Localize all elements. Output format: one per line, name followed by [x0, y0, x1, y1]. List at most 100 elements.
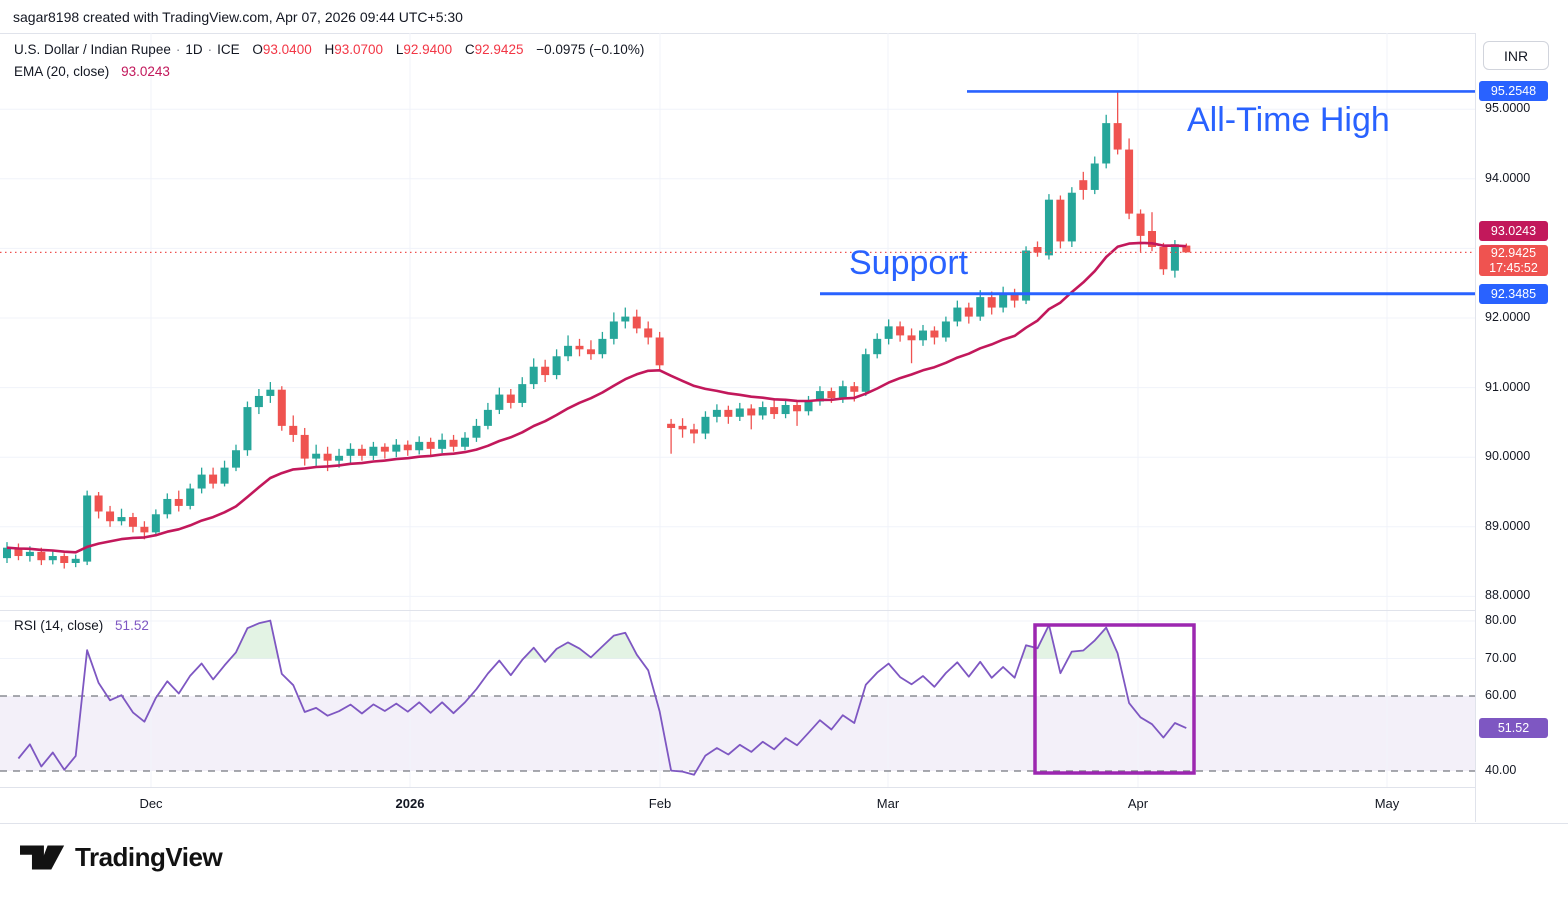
candle[interactable] [346, 448, 355, 456]
candle[interactable] [575, 345, 584, 350]
candlestick-series[interactable] [3, 91, 1191, 569]
symbol-legend[interactable]: U.S. Dollar / Indian Rupee · 1D · ICE O93.04… [14, 42, 644, 57]
candle[interactable] [25, 551, 34, 557]
candle[interactable] [586, 349, 595, 355]
candle[interactable] [1022, 250, 1031, 301]
candle[interactable] [335, 455, 344, 461]
candle[interactable] [71, 558, 80, 563]
candle[interactable] [964, 307, 973, 317]
candle[interactable] [426, 441, 435, 449]
candle[interactable] [850, 386, 859, 392]
rsi-chart[interactable] [0, 611, 1475, 787]
support-annotation-text[interactable]: Support [849, 244, 969, 282]
candle[interactable] [678, 425, 687, 430]
candlestick-chart[interactable] [0, 33, 1475, 610]
candle[interactable] [770, 407, 779, 415]
candle[interactable] [781, 405, 790, 415]
candle[interactable] [1113, 123, 1122, 150]
candle[interactable] [403, 444, 412, 451]
candle[interactable] [1136, 213, 1145, 236]
candle[interactable] [976, 297, 985, 317]
candle[interactable] [804, 401, 813, 412]
currency-button[interactable]: INR [1483, 41, 1549, 70]
candle[interactable] [163, 498, 172, 515]
candle[interactable] [1159, 247, 1168, 270]
candle[interactable] [1182, 245, 1191, 253]
candle[interactable] [552, 356, 561, 376]
candle[interactable] [300, 434, 309, 459]
candle[interactable] [621, 316, 630, 322]
candle[interactable] [1148, 231, 1156, 248]
candle[interactable] [1033, 247, 1042, 253]
candle[interactable] [117, 517, 126, 522]
candle[interactable] [747, 408, 756, 416]
candle[interactable] [380, 446, 389, 452]
candle[interactable] [735, 408, 744, 417]
candle[interactable] [232, 450, 240, 468]
candle[interactable] [632, 316, 641, 329]
candle[interactable] [793, 405, 802, 412]
candle[interactable] [815, 391, 824, 402]
candle[interactable] [186, 488, 195, 506]
candle[interactable] [449, 439, 458, 447]
candle[interactable] [243, 407, 252, 451]
candle[interactable] [896, 326, 905, 336]
rsi-pane[interactable]: RSI (14, close) 51.52 [0, 611, 1475, 787]
candle[interactable] [94, 495, 103, 512]
candle[interactable] [37, 551, 46, 561]
candle[interactable] [667, 423, 676, 428]
candle[interactable] [827, 391, 836, 399]
candle[interactable] [1056, 199, 1065, 242]
candle[interactable] [128, 517, 137, 527]
tradingview-logo[interactable]: TradingView [20, 842, 223, 873]
candle[interactable] [1102, 123, 1111, 164]
candle[interactable] [392, 444, 401, 452]
candle[interactable] [1125, 149, 1134, 214]
candle[interactable] [415, 441, 424, 451]
price-axis-panel[interactable]: INR 95.0000 94.0000 92.0000 91.0000 90.0000 8… [1475, 33, 1568, 822]
candle[interactable] [506, 394, 515, 403]
candle[interactable] [529, 366, 538, 385]
candle[interactable] [1090, 163, 1099, 190]
candle[interactable] [873, 338, 882, 355]
candle[interactable] [220, 467, 229, 484]
candle[interactable] [357, 448, 366, 456]
pane-divider[interactable] [0, 610, 1568, 611]
candle[interactable] [312, 453, 321, 459]
candle[interactable] [930, 330, 939, 338]
ema-line[interactable] [6, 241, 1187, 554]
rsi-highlight-box[interactable] [1033, 623, 1196, 775]
candle[interactable] [209, 474, 218, 484]
candle[interactable] [701, 416, 710, 434]
candle[interactable] [83, 495, 92, 562]
candle[interactable] [941, 321, 950, 338]
candle[interactable] [758, 407, 767, 416]
candle[interactable] [564, 345, 573, 357]
candle[interactable] [48, 556, 57, 561]
candle[interactable] [999, 293, 1008, 308]
rsi-line[interactable] [17, 619, 1187, 776]
candle[interactable] [655, 337, 664, 366]
candle[interactable] [609, 321, 618, 339]
candle[interactable] [861, 354, 870, 392]
candle[interactable] [461, 437, 469, 447]
candle[interactable] [197, 474, 206, 489]
candle[interactable] [369, 446, 378, 456]
candle[interactable] [1067, 192, 1076, 242]
candle[interactable] [838, 386, 847, 399]
candle[interactable] [644, 328, 653, 338]
candle[interactable] [3, 547, 11, 559]
candle[interactable] [106, 511, 115, 522]
candle[interactable] [438, 439, 447, 449]
candle[interactable] [884, 326, 893, 339]
candle[interactable] [1079, 180, 1088, 190]
candle[interactable] [495, 394, 504, 410]
candle[interactable] [953, 307, 962, 322]
rsi-legend[interactable]: RSI (14, close) 51.52 [14, 618, 149, 633]
candle[interactable] [151, 514, 160, 533]
candle[interactable] [14, 547, 23, 557]
candle[interactable] [987, 297, 996, 308]
candle[interactable] [907, 335, 916, 341]
candle[interactable] [598, 338, 607, 355]
all-time-high-annotation-text[interactable]: All-Time High [1187, 101, 1390, 139]
